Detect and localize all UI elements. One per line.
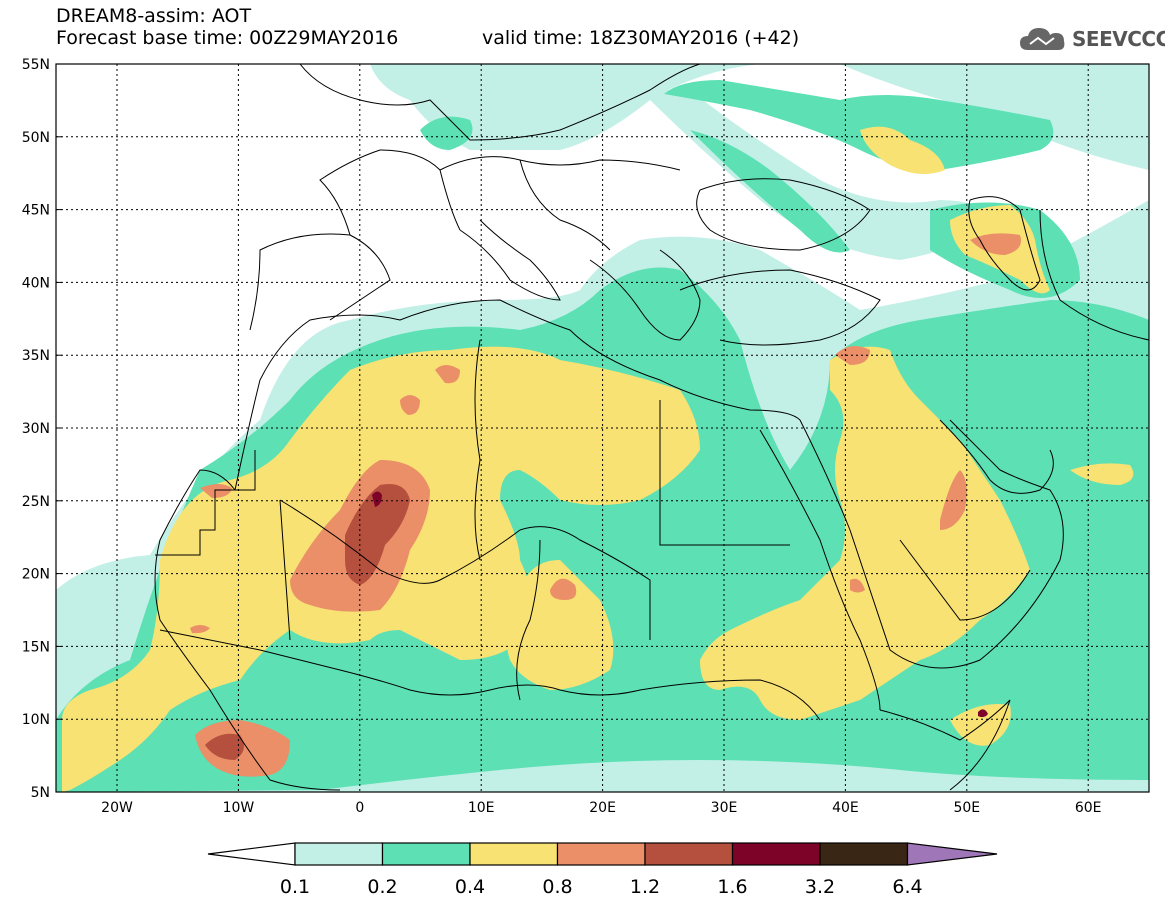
map-title: DREAM8-assim: AOT [56, 5, 252, 27]
colorbar-label-3.2: 3.2 [805, 876, 835, 898]
colorbar-label-6.4: 6.4 [892, 876, 922, 898]
border-iran [1039, 209, 1149, 341]
lon-label-0: 0 [355, 800, 364, 816]
lat-tick-labels: 55N 50N 45N 40N 35N 30N 25N 20N 15N 10N 5N [22, 57, 50, 801]
colorbar: 0.1 0.2 0.4 0.8 1.2 1.6 3.2 6.4 [207, 842, 998, 898]
seevccc-logo: SEEVCCC [1018, 24, 1165, 54]
border-algeria-libya [474, 339, 481, 561]
border-west-africa [159, 629, 561, 696]
colorbar-label-1.6: 1.6 [717, 876, 747, 898]
colorbar-swatch-3.2 [819, 842, 909, 866]
colorbar-swatch-0.8 [556, 842, 646, 866]
coastline-black-sea [696, 178, 871, 251]
border-sahel-1 [279, 499, 291, 641]
lon-tick-labels: 20W 10W 0 10E 20E 30E 40E 50E 60E [101, 800, 1101, 816]
coastline-horn-africa [879, 699, 1011, 791]
border-sahel-3 [519, 526, 651, 640]
lat-label-25N: 25N [22, 494, 50, 510]
lat-label-20N: 20N [22, 567, 50, 583]
coastline-greece [589, 249, 701, 341]
coastline-france [319, 149, 461, 236]
lon-label-30E: 30E [711, 800, 738, 816]
lat-label-40N: 40N [22, 275, 50, 291]
lat-label-55N: 55N [22, 57, 50, 73]
border-europe-2 [519, 159, 611, 251]
border-arabia [899, 539, 1031, 621]
coastline-arabia [799, 419, 1064, 669]
lon-label-20W: 20W [101, 800, 133, 816]
coastline-turkey [679, 269, 881, 346]
coastline-west-africa [154, 469, 341, 791]
lon-label-40E: 40E [832, 800, 859, 816]
map-frame [55, 63, 1150, 793]
coastline-persian-gulf [939, 419, 1054, 494]
coastlines [154, 64, 1149, 791]
cloud-icon [1020, 28, 1065, 50]
lon-label-10W: 10W [223, 800, 255, 816]
lon-label-50E: 50E [953, 800, 980, 816]
colorbar-swatch-0.2 [381, 842, 471, 866]
coastline-north-africa [234, 299, 801, 491]
colorbar-label-0.2: 0.2 [367, 876, 397, 898]
lat-label-15N: 15N [22, 639, 50, 655]
border-western-sahara [155, 450, 256, 556]
coastline-italy [459, 219, 561, 301]
lat-label-50N: 50N [22, 130, 50, 146]
colorbar-label-0.1: 0.1 [280, 876, 310, 898]
aot-level-1.2 [205, 484, 410, 760]
lon-label-20E: 20E [589, 800, 616, 816]
gridlines [56, 63, 1149, 793]
colorbar-label-1.2: 1.2 [630, 876, 660, 898]
forecast-base-time: Forecast base time: 00Z29MAY2016 [56, 27, 399, 49]
valid-time: valid time: 18Z30MAY2016 (+42) [482, 27, 800, 49]
colorbar-high-arrow [906, 842, 998, 866]
lat-label-35N: 35N [22, 348, 50, 364]
lat-label-45N: 45N [22, 203, 50, 219]
colorbar-label-0.4: 0.4 [455, 876, 485, 898]
border-central-africa [559, 679, 821, 721]
lon-label-60E: 60E [1075, 800, 1102, 816]
lon-label-10E: 10E [468, 800, 495, 816]
colorbar-swatch-0.1 [294, 842, 384, 866]
border-chad-sudan [516, 539, 541, 701]
colorbar-swatch-0.4 [469, 842, 559, 866]
colorbar-swatch-1.6 [731, 842, 821, 866]
coastline-caspian [968, 196, 1041, 291]
lat-label-5N: 5N [31, 785, 50, 801]
border-europe-1 [439, 156, 681, 171]
coastline-iberia [249, 233, 391, 331]
colorbar-label-0.8: 0.8 [542, 876, 572, 898]
lat-label-10N: 10N [22, 712, 50, 728]
border-libya-egypt [659, 400, 790, 546]
aot-level-1.6 [372, 491, 988, 718]
lat-label-30N: 30N [22, 421, 50, 437]
coastline-red-sea [759, 429, 881, 711]
border-sahel-2 [279, 499, 521, 584]
logo-text: SEEVCCC [1072, 27, 1165, 51]
colorbar-swatch-1.2 [644, 842, 734, 866]
colorbar-low-arrow [207, 842, 296, 866]
